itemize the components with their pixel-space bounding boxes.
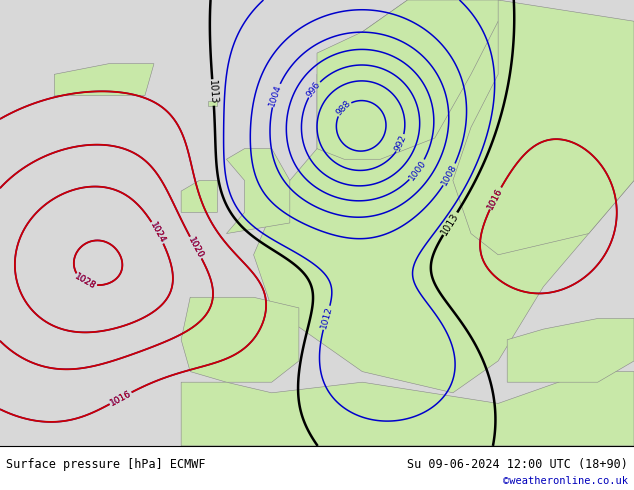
Polygon shape: [209, 101, 217, 106]
Text: 1013: 1013: [207, 80, 219, 105]
Text: 988: 988: [334, 99, 353, 118]
Text: 1020: 1020: [186, 235, 205, 260]
Polygon shape: [226, 148, 290, 234]
Text: 1016: 1016: [108, 389, 133, 408]
Text: 1028: 1028: [73, 272, 98, 292]
Text: Su 09-06-2024 12:00 UTC (18+90): Su 09-06-2024 12:00 UTC (18+90): [407, 458, 628, 471]
Polygon shape: [181, 180, 217, 212]
Text: Surface pressure [hPa] ECMWF: Surface pressure [hPa] ECMWF: [6, 458, 206, 471]
Text: 1024: 1024: [148, 220, 167, 245]
Text: 1016: 1016: [108, 389, 133, 408]
Text: 1008: 1008: [440, 162, 459, 187]
Text: 1028: 1028: [73, 272, 98, 292]
Text: 1020: 1020: [186, 235, 205, 260]
Text: 1012: 1012: [319, 305, 334, 330]
Text: 1016: 1016: [486, 186, 505, 211]
Text: 1004: 1004: [268, 83, 283, 108]
Polygon shape: [453, 0, 634, 255]
Text: 1016: 1016: [486, 186, 505, 211]
Polygon shape: [181, 297, 299, 382]
Polygon shape: [254, 0, 634, 393]
Polygon shape: [317, 0, 526, 159]
Text: 1013: 1013: [439, 211, 461, 237]
Text: 992: 992: [393, 133, 408, 153]
Polygon shape: [181, 371, 634, 446]
Text: 1024: 1024: [148, 220, 167, 245]
Text: 996: 996: [305, 80, 323, 99]
Polygon shape: [55, 64, 154, 96]
Text: ©weatheronline.co.uk: ©weatheronline.co.uk: [503, 476, 628, 487]
Text: 1000: 1000: [407, 158, 428, 182]
Polygon shape: [507, 318, 634, 382]
